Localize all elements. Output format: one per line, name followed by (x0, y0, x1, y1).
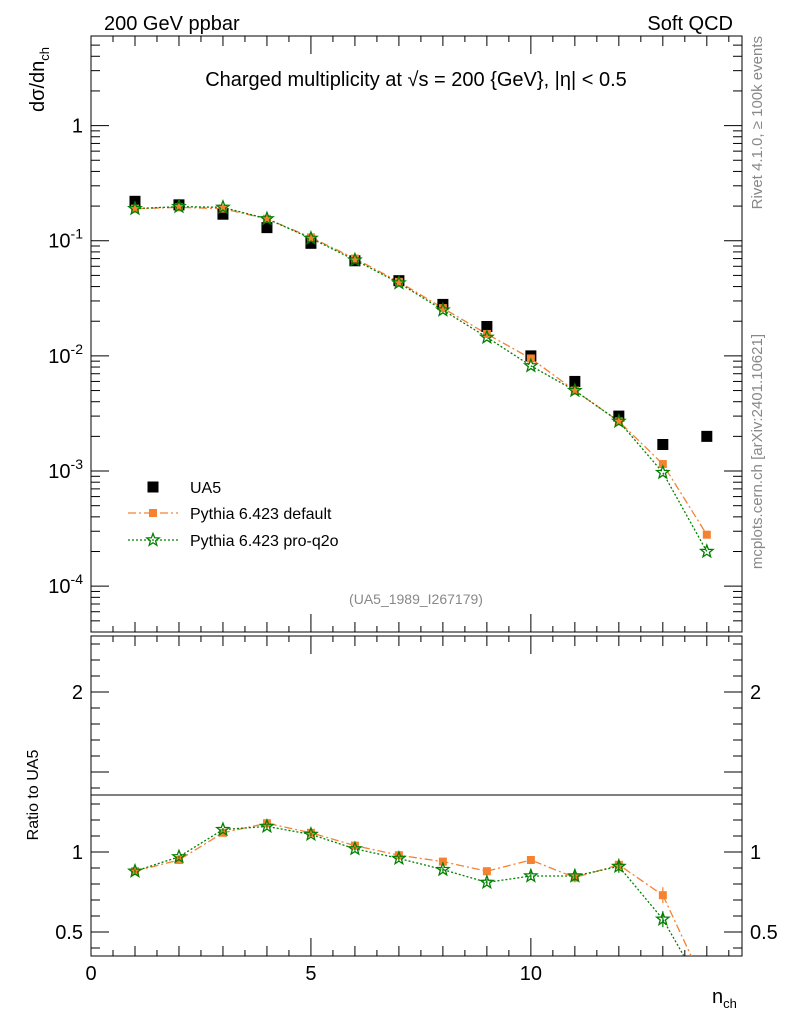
ratio-point (127, 862, 143, 878)
data-point (610, 413, 627, 429)
ratio-tick-labels: 0.5 0.5 1 1 2 2 0 5 10 (55, 682, 778, 985)
ratio-data (127, 818, 692, 956)
data-point (614, 417, 623, 426)
data-point (438, 304, 447, 313)
main-title: Charged multiplicity at √s = 200 {GeV}, … (205, 69, 627, 91)
main-frame (90, 35, 743, 633)
ratio-y-tick-label-right: 2 (750, 682, 761, 704)
main-y-tick-labels: 1 10-1 10-2 10-3 10-4 (48, 116, 83, 599)
ratio-frame (90, 635, 743, 957)
y-tick-label: 10-1 (48, 226, 83, 253)
data-point (302, 229, 319, 246)
data-point (130, 204, 139, 213)
data-point (698, 543, 715, 559)
data-point (481, 320, 493, 332)
main-panel: Charged multiplicity at √s = 200 {GeV}, … (48, 35, 743, 633)
x-tick-label: 5 (305, 963, 316, 985)
data-point (346, 251, 363, 267)
ratio-point (610, 858, 627, 874)
data-point (215, 198, 231, 215)
header-left: 200 GeV ppbar (104, 13, 240, 35)
data-point (217, 208, 229, 220)
ratio-y-tick-label: 2 (72, 682, 83, 704)
data-point (570, 386, 579, 395)
data-point (127, 200, 143, 216)
ratio-point (346, 840, 363, 856)
ratio-point (302, 826, 319, 842)
data-point (434, 301, 451, 317)
x-tick-label: 0 (85, 963, 96, 985)
data-point (701, 430, 713, 442)
data-point (258, 210, 275, 226)
ratio-y-axis-label: Ratio to UA5 (25, 750, 42, 841)
data-point (522, 357, 539, 373)
y-tick-label: 10-2 (48, 341, 83, 368)
data-point (654, 464, 671, 480)
series-line (134, 206, 708, 536)
data-point (218, 204, 227, 213)
x-axis-label: nch (712, 986, 737, 1011)
data-point (390, 274, 407, 290)
header-right: Soft QCD (647, 13, 733, 35)
ratio-series-line (134, 822, 692, 956)
mcplots-label: mcplots.cern.ch [arXiv:2401.10621] (749, 334, 766, 569)
ratio-point (482, 867, 491, 876)
ratio-y-tick-label-right: 1 (750, 842, 761, 864)
legend-marker (149, 509, 157, 517)
ratio-point (262, 819, 271, 828)
ratio-point (654, 910, 671, 926)
ratio-y-tick-label: 1 (72, 842, 83, 864)
data-point (350, 254, 359, 263)
ratio-point (526, 856, 535, 864)
data-point (306, 233, 315, 242)
ratio-point (215, 821, 231, 837)
data-point (171, 198, 187, 214)
data-point (657, 438, 669, 450)
data-point (702, 530, 711, 539)
data-point (305, 237, 317, 249)
data-point (478, 328, 495, 345)
legend-label: Pythia 6.423 pro-q2o (190, 533, 339, 550)
ratio-panel: 0.5 0.5 1 1 2 2 0 5 10 (55, 635, 778, 985)
x-tick-label: 10 (520, 963, 542, 985)
ratio-y-tick-label-right: 0.5 (750, 922, 778, 944)
ratio-y-tick-label: 0.5 (55, 922, 83, 944)
ratio-series-line (134, 825, 685, 956)
data-point (174, 203, 183, 212)
ratio-point (478, 874, 495, 890)
ratio-point (434, 861, 451, 877)
legend-marker (147, 481, 159, 493)
main-data (127, 195, 715, 559)
ratio-point (566, 867, 583, 883)
data-point (394, 277, 403, 286)
y-tick-label: 10-3 (48, 456, 83, 483)
ratio-point (171, 848, 187, 864)
data-point (261, 222, 273, 234)
ratio-point (522, 867, 539, 883)
data-point (569, 375, 581, 387)
y-tick-label: 1 (72, 116, 83, 138)
legend-marker (145, 531, 161, 547)
watermark: (UA5_1989_I267179) (349, 591, 483, 607)
legend-label: UA5 (190, 480, 221, 497)
data-point (658, 460, 667, 469)
main-y-axis-label: dσ/dnch (27, 47, 52, 112)
ratio-ticks (90, 636, 742, 956)
legend-label: Pythia 6.423 default (190, 506, 332, 523)
data-point (482, 329, 491, 338)
ratio-point (350, 841, 359, 850)
ratio-point (394, 851, 403, 860)
legend: UA5 Pythia 6.423 default Pythia 6.423 pro-… (128, 480, 339, 550)
ratio-point (390, 850, 407, 866)
series-line (134, 205, 708, 552)
data-point (566, 382, 583, 398)
ratio-point (258, 818, 275, 834)
main-ticks (90, 35, 742, 633)
ratio-point (658, 891, 667, 900)
y-tick-label: 10-4 (48, 571, 83, 598)
rivet-label: Rivet 4.1.0, ≥ 100k events (749, 36, 766, 209)
data-point (262, 214, 271, 223)
